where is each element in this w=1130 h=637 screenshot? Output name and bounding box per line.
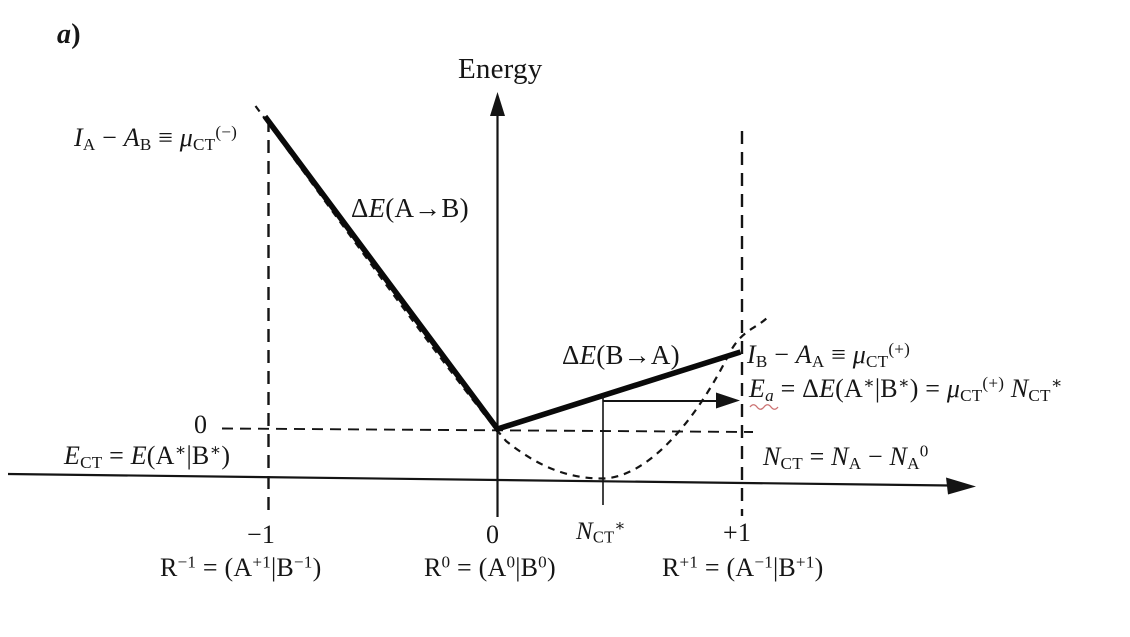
e-ct-label: ECT = E(A∗|B∗) xyxy=(64,440,231,472)
zero-energy-level-label: 0 xyxy=(194,410,208,439)
delta-e-a-to-b-label: ΔE(A→B) xyxy=(351,193,469,223)
mu-ct-plus-label: IB − AA ≡ μCT(+) xyxy=(747,339,911,371)
activation-energy-arrowhead-icon xyxy=(716,392,740,409)
y-axis-title: Energy xyxy=(458,53,543,85)
zero-level-dashed-line xyxy=(221,427,754,433)
tick-zero: 0 xyxy=(486,520,500,549)
panel-label: a) xyxy=(57,19,81,50)
tick-plus-one: +1 xyxy=(723,518,752,547)
squiggle-path xyxy=(749,404,779,410)
x-axis-arrowhead-icon xyxy=(946,477,976,495)
x-axis-title: NCT = NA − NA0 xyxy=(763,441,929,473)
state-r-minus-one-label: R−1 = (A+1|B−1) xyxy=(160,552,322,582)
x-axis xyxy=(7,472,951,487)
ea-red-squiggle-underline xyxy=(749,404,779,410)
state-r-plus-one-label: R+1 = (A−1|B+1) xyxy=(662,552,824,582)
activation-energy-label: Ea = ΔE(A∗|B∗) = μCT(+) NCT∗ xyxy=(749,373,1063,405)
tick-n-ct-star: NCT∗ xyxy=(576,515,626,547)
state-r-zero-label: R0 = (A0|B0) xyxy=(424,552,556,582)
charge-transfer-energy-lines xyxy=(262,114,742,433)
delta-e-b-to-a-label: ΔE(B→A) xyxy=(562,340,680,370)
y-axis-arrowhead-icon xyxy=(490,92,505,116)
mu-ct-minus-label: IA − AB ≡ μCT(−) xyxy=(74,122,238,154)
tick-minus-one: −1 xyxy=(247,520,276,549)
